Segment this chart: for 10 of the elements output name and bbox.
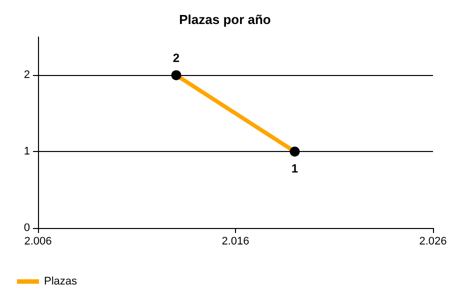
x-tick-label: 2.006 [24, 236, 52, 248]
legend-label: Plazas [44, 276, 78, 288]
x-tick-label: 2.026 [419, 236, 447, 248]
chart-title: Plazas por año [179, 12, 271, 27]
data-label: 1 [291, 162, 298, 176]
y-tick-label: 2 [24, 69, 30, 82]
y-tick-label: 0 [24, 222, 30, 234]
x-tick-label: 2.016 [222, 236, 250, 248]
data-label: 2 [172, 51, 180, 66]
y-tick-label: 1 [24, 146, 30, 158]
